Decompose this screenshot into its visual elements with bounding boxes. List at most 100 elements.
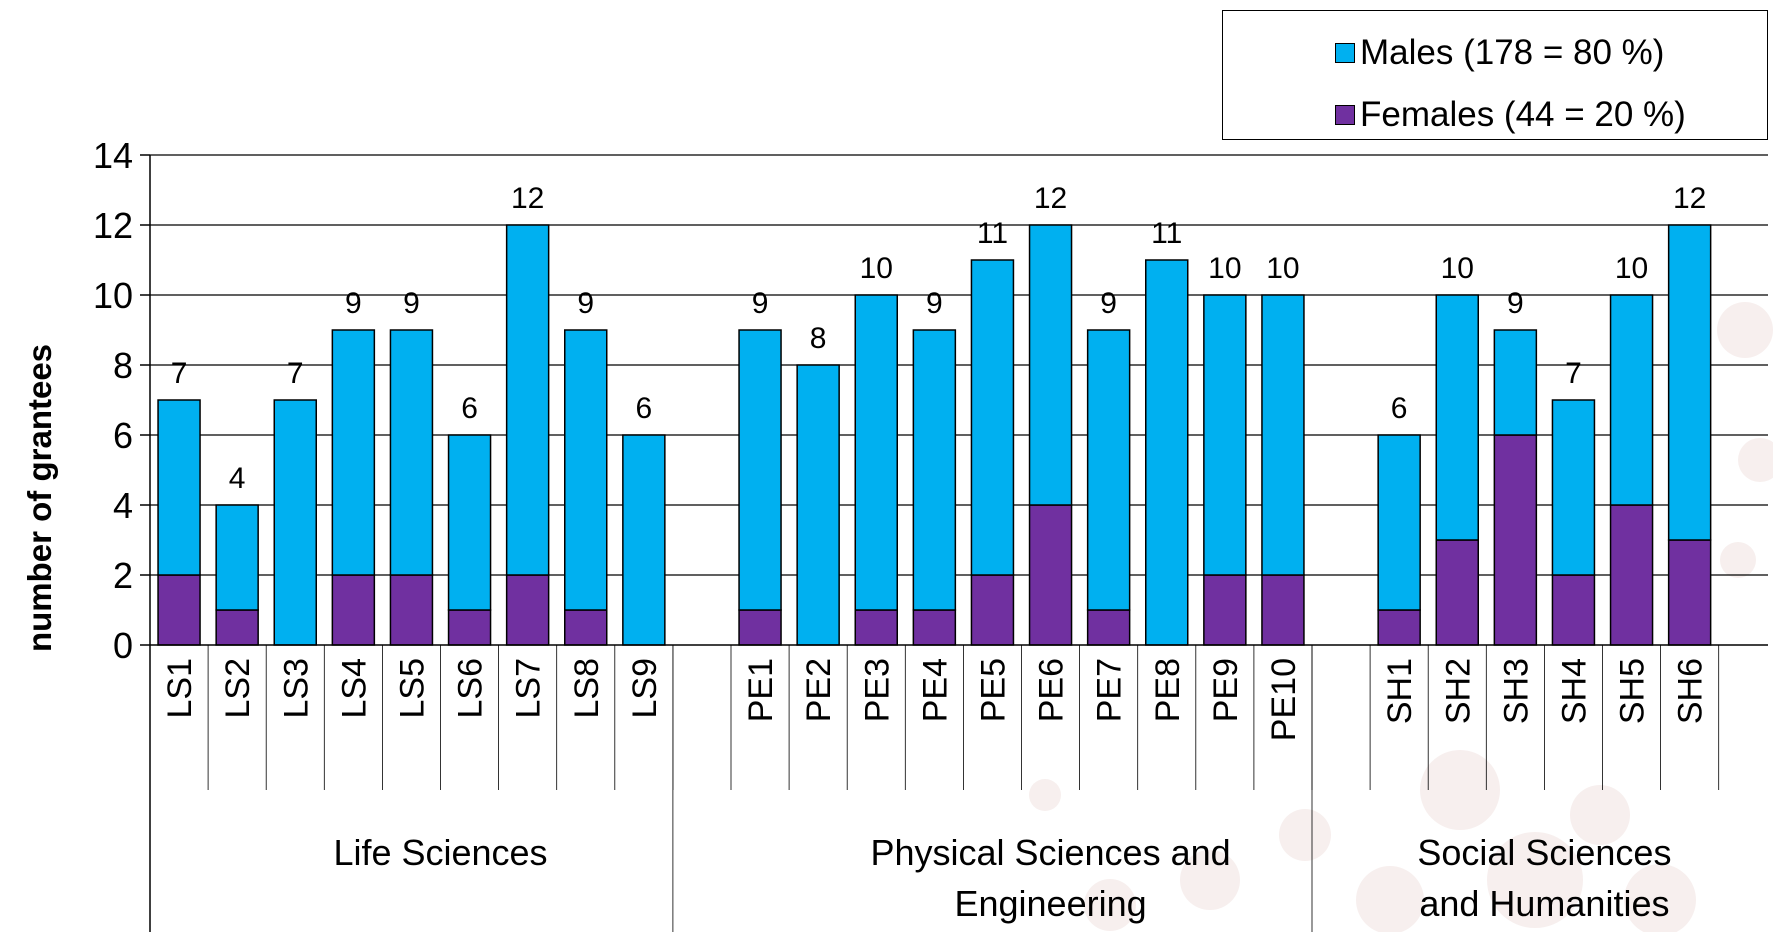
bar-SH2-males bbox=[1435, 294, 1479, 541]
data-label-PE7: 9 bbox=[1100, 287, 1117, 320]
data-label-LS7: 12 bbox=[511, 182, 544, 215]
bar-LS6-males bbox=[447, 434, 492, 611]
data-label-PE10: 10 bbox=[1266, 252, 1299, 285]
background-circle bbox=[1487, 832, 1583, 928]
x-tick-label-PE1: PE1 bbox=[742, 658, 780, 722]
x-tick-label-PE3: PE3 bbox=[858, 658, 896, 722]
bar-SH2-females bbox=[1435, 539, 1479, 646]
legend-item-females: Females (44 = 20 %) bbox=[1335, 95, 1686, 135]
x-tick-label-PE7: PE7 bbox=[1091, 658, 1129, 722]
bar-PE9-males bbox=[1203, 294, 1247, 576]
data-label-PE9: 10 bbox=[1208, 252, 1241, 285]
data-label-SH2: 10 bbox=[1441, 252, 1474, 285]
x-tick-label-LS2: LS2 bbox=[219, 658, 257, 719]
bar-SH4-females bbox=[1551, 574, 1596, 646]
data-label-LS6: 6 bbox=[461, 392, 478, 425]
data-label-SH1: 6 bbox=[1391, 392, 1408, 425]
bar-SH4-males bbox=[1551, 399, 1596, 576]
bar-PE3-males bbox=[854, 294, 898, 611]
bar-SH3-females bbox=[1493, 434, 1538, 646]
data-label-PE2: 8 bbox=[810, 322, 827, 355]
bar-PE10-males bbox=[1261, 294, 1305, 576]
x-tick-label-LS3: LS3 bbox=[277, 658, 315, 719]
bar-PE4-males bbox=[912, 329, 957, 611]
legend: Males (178 = 80 %) Females (44 = 20 %) bbox=[1222, 10, 1768, 140]
x-tick-label-SH2: SH2 bbox=[1439, 658, 1477, 724]
background-circle bbox=[1570, 785, 1630, 845]
y-tick-label: 10 bbox=[93, 275, 133, 316]
bar-LS3-males bbox=[273, 399, 317, 646]
x-tick-label-PE6: PE6 bbox=[1033, 658, 1071, 722]
group-label-line: Social Sciences bbox=[1417, 832, 1671, 873]
legend-label-males: Males (178 = 80 %) bbox=[1360, 33, 1665, 72]
background-circles bbox=[1029, 302, 1773, 932]
axes bbox=[149, 155, 1768, 932]
x-tick-label-PE2: PE2 bbox=[800, 658, 838, 722]
bar-PE10-females bbox=[1261, 574, 1305, 646]
legend-swatch-females bbox=[1335, 105, 1355, 125]
bar-SH6-females bbox=[1667, 539, 1712, 646]
legend-label-females: Females (44 = 20 %) bbox=[1360, 95, 1686, 134]
y-tick-label: 12 bbox=[93, 205, 133, 246]
y-tick-label: 8 bbox=[113, 345, 133, 386]
x-tick-label-PE4: PE4 bbox=[916, 658, 954, 722]
group-label-line: Physical Sciences and bbox=[870, 832, 1230, 873]
background-circle bbox=[1029, 779, 1061, 811]
background-circle bbox=[1720, 542, 1756, 578]
bar-LS5-females bbox=[389, 574, 434, 646]
bar-LS7-males bbox=[505, 224, 550, 576]
x-tick-label-LS6: LS6 bbox=[452, 658, 490, 719]
legend-item-males: Males (178 = 80 %) bbox=[1335, 33, 1664, 73]
bar-LS8-males bbox=[564, 329, 608, 611]
bar-SH1-females bbox=[1377, 609, 1421, 646]
bar-LS7-females bbox=[505, 574, 550, 646]
x-tick-label-SH4: SH4 bbox=[1555, 658, 1593, 724]
group-label-line: Engineering bbox=[954, 883, 1146, 924]
legend-swatch-males bbox=[1335, 43, 1355, 63]
bar-SH3-males bbox=[1493, 329, 1538, 436]
data-label-LS3: 7 bbox=[287, 357, 304, 390]
x-tick-label-SH6: SH6 bbox=[1672, 658, 1710, 724]
background-circle bbox=[1738, 438, 1773, 482]
x-tick-label-SH1: SH1 bbox=[1381, 658, 1419, 724]
data-label-PE8: 11 bbox=[1151, 217, 1182, 250]
bar-PE3-females bbox=[854, 609, 898, 646]
bar-PE6-males bbox=[1028, 224, 1073, 506]
bar-LS1-females bbox=[157, 574, 201, 646]
background-circle bbox=[1084, 879, 1136, 931]
bar-PE5-females bbox=[970, 574, 1015, 646]
y-tick-label: 14 bbox=[93, 135, 133, 176]
group-label-line: Life Sciences bbox=[333, 832, 547, 873]
x-tick-label-LS5: LS5 bbox=[393, 658, 431, 719]
data-label-LS9: 6 bbox=[636, 392, 653, 425]
bar-LS8-females bbox=[564, 609, 608, 646]
bar-PE7-males bbox=[1086, 329, 1131, 611]
data-label-LS4: 9 bbox=[345, 287, 362, 320]
x-tick-label-LS9: LS9 bbox=[626, 658, 664, 719]
bar-SH5-males bbox=[1609, 294, 1654, 506]
bar-LS4-females bbox=[331, 574, 376, 646]
background-circle bbox=[1279, 809, 1331, 861]
labels: 0 2 4 6 8 10 12 14 7 LS1 4 LS2 7 LS3 9 LS4 9 LS5 6 LS6 12 LS7… bbox=[93, 135, 1710, 924]
group-label-line: and Humanities bbox=[1419, 883, 1669, 924]
bar-LS6-females bbox=[447, 609, 492, 646]
bar-PE1-females bbox=[738, 609, 782, 646]
x-tick-label-LS7: LS7 bbox=[510, 658, 548, 719]
data-label-SH4: 7 bbox=[1565, 357, 1582, 390]
bar-PE5-males bbox=[970, 259, 1015, 576]
data-label-SH3: 9 bbox=[1507, 287, 1524, 320]
data-label-LS5: 9 bbox=[403, 287, 420, 320]
y-tick-label: 0 bbox=[113, 625, 133, 666]
data-label-LS8: 9 bbox=[577, 287, 594, 320]
bar-LS5-males bbox=[389, 329, 434, 576]
bar-PE1-males bbox=[738, 329, 782, 611]
data-label-SH6: 12 bbox=[1673, 182, 1706, 215]
bar-SH6-males bbox=[1667, 224, 1712, 541]
data-label-SH5: 10 bbox=[1615, 252, 1648, 285]
data-label-PE6: 12 bbox=[1034, 182, 1067, 215]
y-tick-label: 4 bbox=[113, 485, 133, 526]
bar-SH5-females bbox=[1609, 504, 1654, 646]
y-tick-label: 6 bbox=[113, 415, 133, 456]
background-circle bbox=[1624, 864, 1696, 932]
